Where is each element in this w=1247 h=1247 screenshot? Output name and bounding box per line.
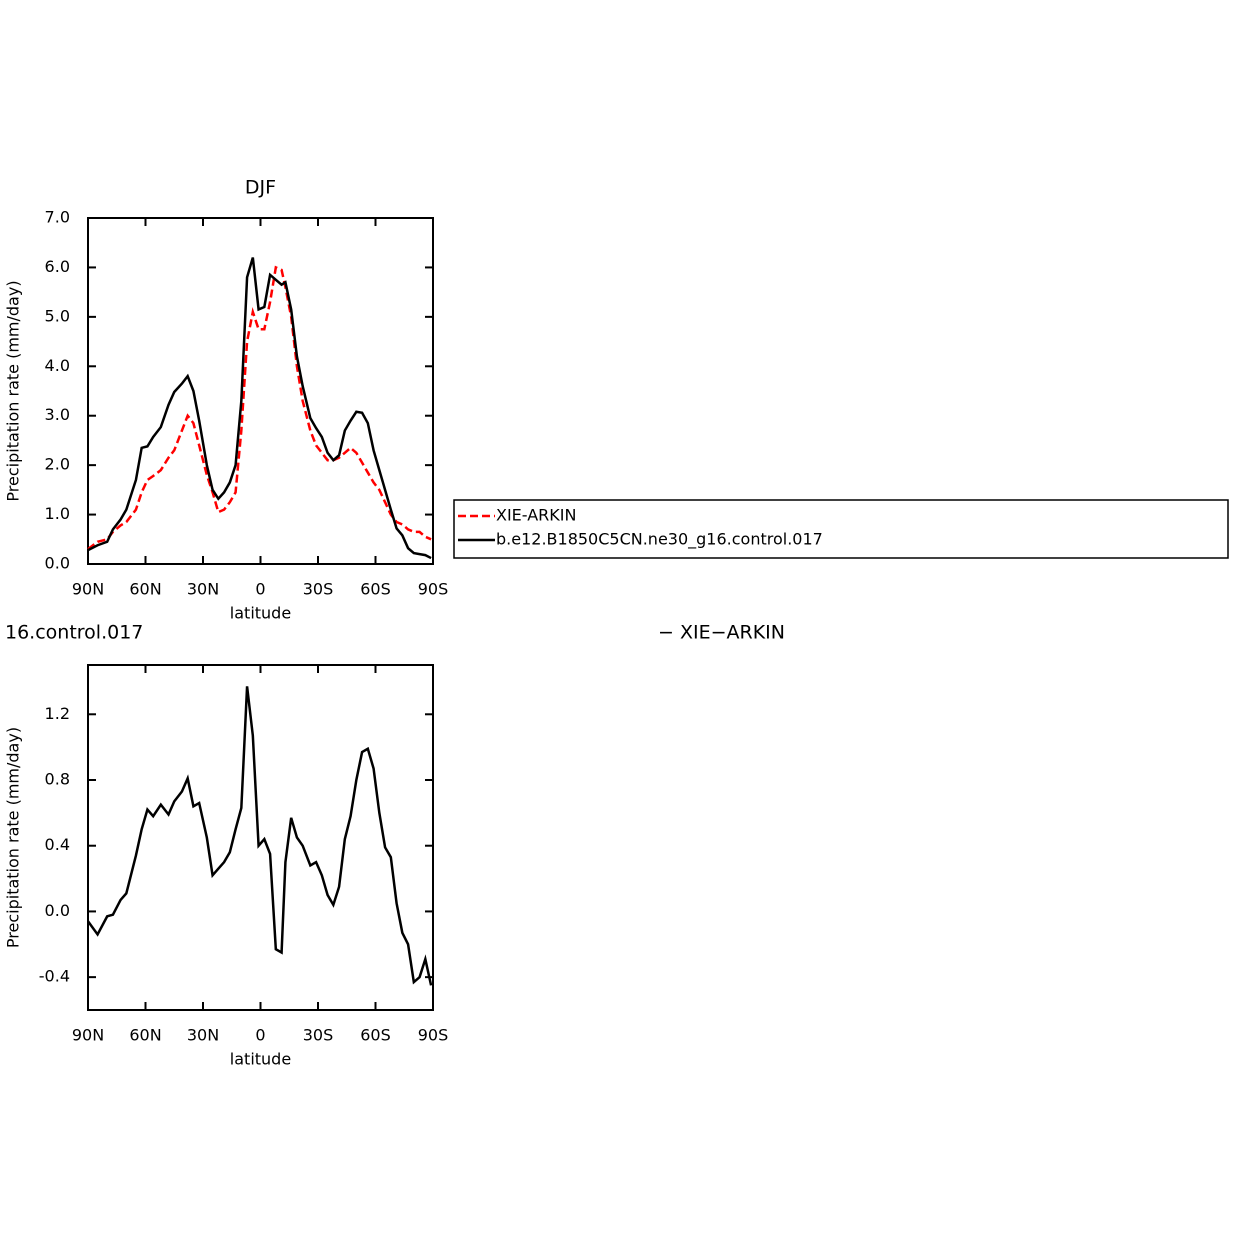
y-tick-label: 5.0: [45, 306, 70, 325]
x-tick-label: 30S: [303, 1026, 334, 1045]
chart-title-part: 16.control.017: [5, 622, 143, 644]
y-tick-label: 2.0: [45, 455, 70, 474]
x-tick-label: 60N: [129, 580, 161, 599]
x-tick-label: 0: [255, 1026, 265, 1045]
data-line: [86, 686, 433, 986]
y-tick-label: 7.0: [45, 208, 70, 227]
x-tick-label: 90N: [72, 580, 104, 599]
x-tick-label: 90N: [72, 1026, 104, 1045]
data-line: [87, 257, 432, 560]
y-tick-label: 1.0: [45, 504, 70, 523]
x-axis-label: latitude: [230, 604, 291, 623]
legend-label: XIE-ARKIN: [496, 506, 576, 525]
y-tick-label: 4.0: [45, 356, 70, 375]
y-tick-label: 0.4: [45, 835, 70, 854]
x-tick-label: 90S: [418, 580, 449, 599]
legend-box: [453, 499, 1229, 559]
chart-title-part: − XIE−ARKIN: [658, 622, 785, 644]
y-tick-label: 0.0: [45, 554, 70, 573]
y-tick-label: 3.0: [45, 405, 70, 424]
y-tick-label: 6.0: [45, 257, 70, 276]
legend-label: b.e12.B1850C5CN.ne30_g16.control.017: [496, 530, 823, 550]
x-tick-label: 30N: [187, 1026, 219, 1045]
x-tick-label: 60S: [360, 580, 391, 599]
x-tick-label: 60S: [360, 1026, 391, 1045]
x-tick-label: 30N: [187, 580, 219, 599]
y-tick-label: 0.8: [45, 770, 70, 789]
y-tick-label: 1.2: [45, 704, 70, 723]
y-tick-label: 0.0: [45, 901, 70, 920]
x-tick-label: 0: [255, 580, 265, 599]
x-tick-label: 60N: [129, 1026, 161, 1045]
y-axis-label: Precipitation rate (mm/day): [4, 280, 23, 501]
y-axis-label: Precipitation rate (mm/day): [4, 727, 23, 948]
x-tick-label: 90S: [418, 1026, 449, 1045]
chart-title: DJF: [245, 177, 276, 199]
y-tick-label: -0.4: [39, 967, 70, 986]
x-tick-label: 30S: [303, 580, 334, 599]
data-line: [87, 265, 432, 551]
x-axis-label: latitude: [230, 1050, 291, 1069]
